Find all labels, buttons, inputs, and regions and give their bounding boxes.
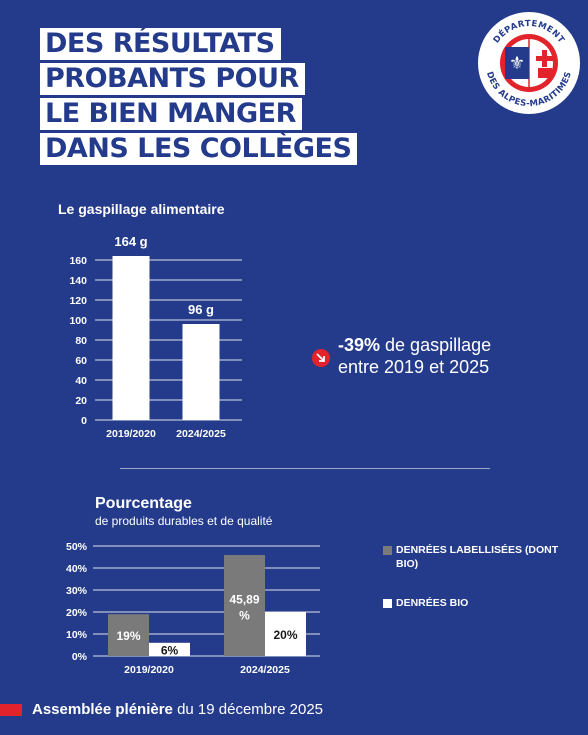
y-tick-label: 0 bbox=[81, 415, 87, 427]
legend-swatch-bio bbox=[383, 599, 392, 608]
y-tick-label: 120 bbox=[69, 295, 87, 307]
bar bbox=[108, 614, 149, 656]
title-line-4: DANS LES COLLÈGES bbox=[40, 133, 358, 165]
x-tick-label: 2024/2025 bbox=[176, 428, 226, 440]
bar bbox=[149, 642, 190, 656]
bar bbox=[224, 555, 265, 656]
footer-accent-bar bbox=[0, 704, 22, 716]
bar bbox=[265, 612, 306, 656]
y-tick-label: 80 bbox=[75, 335, 87, 347]
waste-reduction-stat: -39% de gaspillage entre 2019 et 2025 bbox=[338, 334, 491, 378]
legend-swatch-labellisees bbox=[383, 546, 392, 555]
y-tick-label: 10% bbox=[66, 629, 88, 641]
data-label-unit: % bbox=[239, 609, 250, 623]
title-line-3: LE BIEN MANGER bbox=[40, 98, 302, 130]
section-divider bbox=[120, 468, 490, 469]
bar bbox=[112, 256, 150, 420]
y-tick-label: 50% bbox=[66, 541, 88, 553]
title-line-1: DES RÉSULTATS bbox=[40, 28, 281, 60]
data-label: 164 g bbox=[114, 234, 147, 249]
y-tick-label: 40% bbox=[66, 563, 88, 575]
y-tick-label: 30% bbox=[66, 585, 88, 597]
x-tick-label: 2019/2020 bbox=[106, 428, 156, 440]
page-title: DES RÉSULTATS PROBANTS POUR LE BIEN MANG… bbox=[40, 28, 358, 168]
data-label: 19% bbox=[116, 629, 140, 643]
cross-icon bbox=[536, 50, 553, 67]
chart2-title: Pourcentage bbox=[95, 495, 192, 512]
y-tick-label: 140 bbox=[69, 275, 87, 287]
y-tick-label: 20 bbox=[75, 395, 87, 407]
trend-down-arrow-icon bbox=[312, 349, 330, 367]
legend-label-labellisees: DENRÉES LABELLISÉES (DONT BIO) bbox=[396, 544, 559, 570]
footer-rest: du 19 décembre 2025 bbox=[172, 701, 324, 718]
fleur-de-lis-icon: ⚜ bbox=[509, 53, 525, 74]
stat-line2: entre 2019 et 2025 bbox=[338, 357, 490, 377]
logo-fleur-de-lis-field bbox=[505, 47, 529, 79]
y-tick-label: 40 bbox=[75, 375, 87, 387]
chart2-subtitle: de produits durables et de qualité bbox=[95, 514, 273, 528]
stat-text: de gaspillage bbox=[380, 335, 492, 355]
y-tick-label: 100 bbox=[69, 315, 87, 327]
data-label: 45,89 bbox=[229, 593, 259, 607]
data-label: 96 g bbox=[188, 302, 214, 317]
y-tick-label: 0% bbox=[72, 651, 88, 663]
footer: Assemblée plénière du 19 décembre 2025 bbox=[32, 701, 323, 718]
footer-bold: Assemblée plénière bbox=[32, 701, 173, 718]
title-line-2: PROBANTS POUR bbox=[40, 63, 305, 95]
x-tick-label: 2019/2020 bbox=[124, 664, 174, 676]
departement-logo: DÉPARTEMENT DES ALPES-MARITIMES ⚜ bbox=[478, 12, 580, 114]
y-tick-label: 20% bbox=[66, 607, 88, 619]
legend-label-bio: DENRÉES BIO bbox=[396, 597, 469, 609]
bar bbox=[182, 324, 220, 420]
y-tick-label: 60 bbox=[75, 355, 87, 367]
stat-value: -39% bbox=[338, 335, 381, 355]
chart1-title: Le gaspillage alimentaire bbox=[58, 201, 225, 217]
x-tick-label: 2024/2025 bbox=[240, 664, 290, 676]
y-tick-label: 160 bbox=[69, 255, 87, 267]
data-label: 6% bbox=[161, 643, 179, 657]
data-label: 20% bbox=[273, 628, 297, 642]
